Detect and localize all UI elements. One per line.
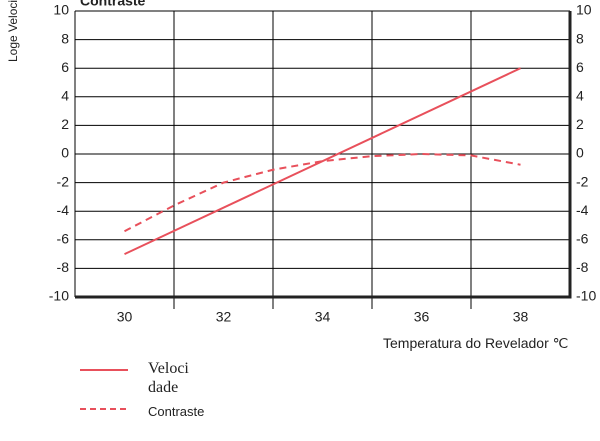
y-tick-label: -2 [57, 173, 70, 189]
y-tick-label: 10 [53, 2, 69, 18]
y-tick-label: 2 [61, 116, 69, 132]
y2-tick-label: 4 [576, 88, 584, 104]
y-tick-label: 4 [61, 88, 69, 104]
x-tick-label: 32 [216, 309, 232, 325]
legend-label: Velocidade [148, 360, 189, 396]
x-tick-label: 36 [414, 309, 430, 325]
y-axis-label: Loge Velocidade [6, 0, 20, 62]
y2-tick-label: -10 [576, 288, 596, 304]
y-tick-label: 6 [61, 59, 69, 75]
series-line [124, 152, 521, 233]
y2-tick-label: 0 [576, 145, 584, 161]
y2-tick-label: 10 [576, 2, 592, 18]
y2-tick-label: 8 [576, 30, 584, 46]
y-tick-label: 0 [61, 145, 69, 161]
legend-label: Contraste [148, 404, 205, 419]
y-tick-label: -10 [49, 288, 69, 304]
chart-title: Contraste [80, 0, 146, 9]
y-tick-label: 8 [61, 30, 69, 46]
y-tick-label: -8 [57, 259, 70, 275]
y2-tick-label: 6 [576, 59, 584, 75]
x-tick-label: 30 [117, 309, 133, 325]
y2-tick-label: -6 [576, 231, 589, 247]
x-tick-label: 38 [513, 309, 529, 325]
y-tick-label: -4 [57, 202, 70, 218]
x-tick-label: 34 [315, 309, 331, 325]
y2-tick-label: -4 [576, 202, 589, 218]
x-axis-label: Temperatura do Revelador ℃ [383, 335, 569, 351]
y2-tick-label: 2 [576, 116, 584, 132]
y-tick-label: -6 [57, 231, 70, 247]
series-line [124, 67, 521, 256]
y2-tick-label: -8 [576, 259, 589, 275]
y2-tick-label: -2 [576, 173, 589, 189]
